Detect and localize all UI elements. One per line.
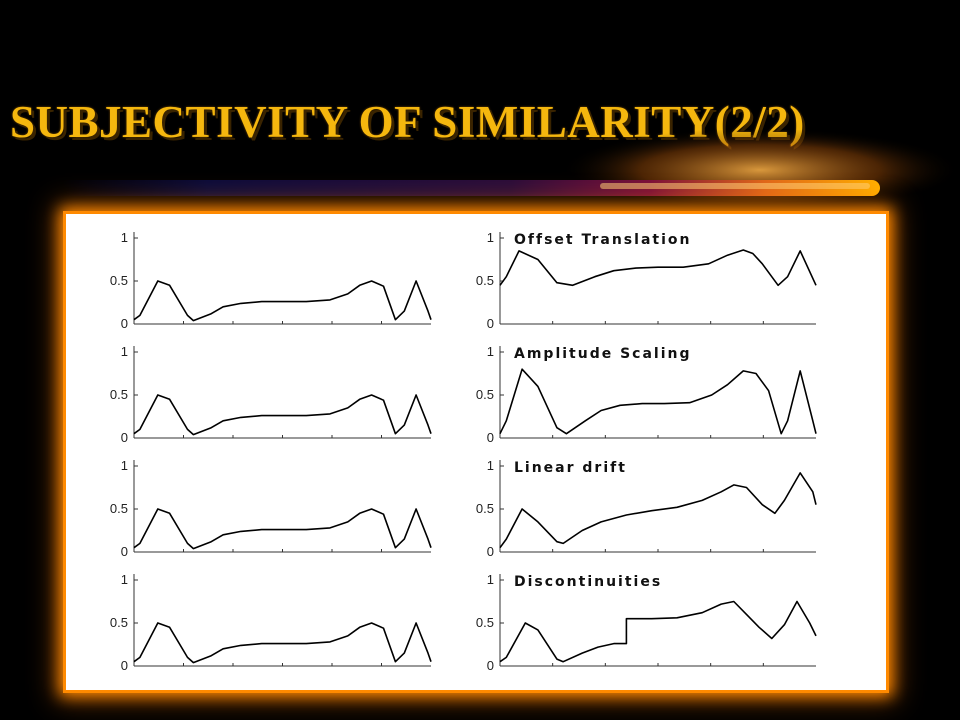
figure-panel: 0 0.5 1 0 0.5 1 Offset Translation 0 0.5 1 0 0.5 1 Am… [66, 214, 886, 690]
series-line [133, 394, 432, 436]
y-tick-label: 0 [487, 430, 494, 445]
y-tick-label: 1 [487, 458, 494, 473]
y-tick-label: 0 [487, 316, 494, 331]
subplot-title: Amplitude Scaling [514, 346, 692, 362]
y-tick-label: 1 [121, 458, 128, 473]
subplot-right-2: 0 0.5 1 Amplitude Scaling [476, 344, 817, 445]
subplot-title: Linear drift [514, 460, 627, 476]
y-tick-label: 0.5 [476, 501, 494, 516]
subplot-title: Offset Translation [514, 232, 691, 248]
y-tick-label: 0 [121, 430, 128, 445]
subplot-right-3: 0 0.5 1 Linear drift [476, 458, 817, 559]
subplot-left-1: 00.51 [110, 230, 432, 331]
series-line [499, 249, 817, 287]
y-tick-label: 0 [121, 316, 128, 331]
y-tick-label: 0.5 [476, 273, 494, 288]
subplot-right-1: 0 0.5 1 Offset Translation [476, 230, 817, 331]
subplot-left-2: 00.51 [110, 344, 432, 445]
y-tick-label: 1 [487, 230, 494, 245]
y-tick-label: 0.5 [110, 387, 128, 402]
y-tick-label: 0.5 [476, 615, 494, 630]
y-tick-label: 1 [121, 572, 128, 587]
y-tick-label: 1 [487, 344, 494, 359]
series-line [499, 368, 817, 435]
y-tick-label: 0.5 [476, 387, 494, 402]
subplot-title: Discontinuities [514, 574, 662, 590]
series-line [499, 472, 817, 549]
series-line [133, 622, 432, 664]
subplot-left-4: 00.51 [110, 572, 432, 673]
title-swoosh-decoration [60, 130, 960, 212]
y-tick-label: 1 [121, 344, 128, 359]
series-line [133, 280, 432, 322]
series-line [133, 508, 432, 550]
y-tick-label: 1 [487, 572, 494, 587]
series-line [499, 600, 817, 663]
subplot-left-3: 00.51 [110, 458, 432, 559]
y-tick-label: 0 [487, 544, 494, 559]
y-tick-label: 0 [487, 658, 494, 673]
subplot-right-4: 0 0.5 1 Discontinuities [476, 572, 817, 673]
y-tick-label: 0 [121, 658, 128, 673]
y-tick-label: 0 [121, 544, 128, 559]
y-tick-label: 1 [121, 230, 128, 245]
y-tick-label: 0.5 [110, 615, 128, 630]
y-tick-label: 0.5 [110, 273, 128, 288]
y-tick-label: 0.5 [110, 501, 128, 516]
